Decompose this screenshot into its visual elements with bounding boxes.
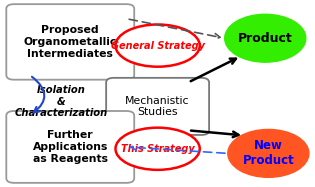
- Ellipse shape: [116, 24, 200, 67]
- FancyBboxPatch shape: [6, 111, 134, 183]
- Ellipse shape: [116, 128, 200, 170]
- FancyBboxPatch shape: [6, 4, 134, 80]
- FancyBboxPatch shape: [106, 78, 209, 135]
- Text: Product: Product: [238, 32, 293, 45]
- Text: Mechanistic
Studies: Mechanistic Studies: [125, 96, 190, 117]
- Text: Isolation
&
Characterization: Isolation & Characterization: [14, 85, 107, 118]
- Circle shape: [225, 14, 306, 62]
- Text: This Strategy: This Strategy: [121, 144, 194, 154]
- Text: Proposed
Organometallic
Intermediates: Proposed Organometallic Intermediates: [24, 25, 117, 59]
- Circle shape: [228, 129, 309, 177]
- Text: New
Product: New Product: [243, 139, 294, 167]
- Text: General Strategy: General Strategy: [111, 41, 205, 51]
- Text: Further
Applications
as Reagents: Further Applications as Reagents: [32, 130, 108, 163]
